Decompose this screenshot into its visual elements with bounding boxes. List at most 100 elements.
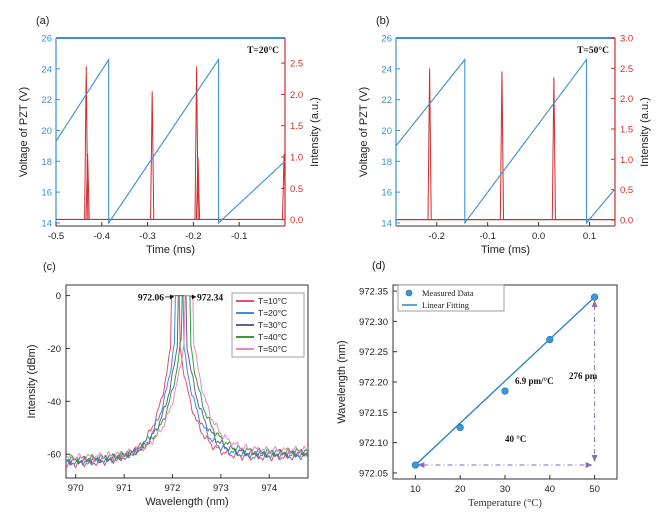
- y-right-tick-label: 2.0: [620, 94, 633, 105]
- dy-arrowhead-top: [591, 300, 598, 308]
- peak-label-left: 972.06: [138, 293, 164, 303]
- y-right-axis-title: Intensity (a.u.): [309, 97, 321, 167]
- panel-label: (b): [376, 15, 389, 27]
- y-right-axis-title: Intensity (a.u.): [639, 97, 651, 167]
- y-tick-label: 14: [41, 218, 52, 229]
- x-tick-label: 30: [500, 484, 511, 495]
- x-tick-label: 974: [261, 483, 277, 494]
- y-right-tick-label: 0.0: [620, 215, 633, 226]
- panel-d: (d) 10 20 30 40 50 972.05 972.10 972.15 972.20 972…: [336, 260, 618, 509]
- plot-area: [66, 295, 308, 469]
- y-right-tick-label: 1.0: [620, 155, 633, 166]
- legend-label: T=50°C: [258, 344, 287, 354]
- dx-arrowhead-left: [417, 462, 425, 469]
- dy-annotation: 276 pm: [569, 371, 598, 381]
- intensity-peak: [281, 153, 285, 220]
- data-point: [590, 293, 599, 301]
- y-right-tick-label: 0.0: [290, 215, 303, 226]
- y-tick-label: 972.20: [359, 378, 388, 389]
- y-tick-label: 16: [381, 188, 392, 199]
- x-axis-title: Temperature (°C): [468, 498, 542, 509]
- y-right-tick-label: 1.5: [290, 121, 303, 132]
- panel-b: (b) -0.2 -0.1 0.0 0.1 14 16 18 20 22 24 26 0.0 0.5 1.0…: [358, 15, 651, 256]
- x-tick-label: -0.1: [231, 231, 247, 242]
- intensity-peak: [427, 68, 432, 220]
- dx-annotation: 40 °C: [505, 434, 526, 444]
- y-right-tick-label: 0.5: [290, 184, 303, 195]
- legend-marker: [405, 289, 413, 297]
- x-tick-label: 0.1: [583, 231, 596, 242]
- y-tick-label: 20: [41, 126, 52, 137]
- data-point: [546, 335, 554, 344]
- x-tick-label: -0.5: [48, 231, 64, 242]
- panel-label: (a): [36, 15, 49, 27]
- y-tick-label: 18: [381, 157, 392, 168]
- temperature-annotation: T=50°C: [577, 45, 609, 56]
- y-axis-title: Voltage of PZT (V): [18, 87, 30, 177]
- y-tick-label: -20: [47, 344, 61, 355]
- y-tick-label: -60: [47, 450, 61, 461]
- y-tick-label: 16: [41, 188, 52, 199]
- y-right-tick-label: 2.0: [290, 90, 303, 101]
- y-tick-label: 972.35: [359, 287, 388, 298]
- x-tick-label: 50: [589, 484, 600, 495]
- y-tick-label: 24: [41, 64, 52, 75]
- legend-box: [397, 284, 505, 312]
- legend-label: T=30°C: [258, 320, 287, 330]
- x-axis-title: Time (ms): [146, 244, 195, 256]
- x-tick-label: -0.3: [139, 231, 155, 242]
- panel-label: (d): [372, 260, 385, 272]
- data-point: [411, 461, 420, 469]
- y-tick-label: 24: [381, 64, 392, 75]
- plot-frame: [65, 284, 309, 479]
- legend-label: T=20°C: [258, 308, 287, 318]
- y-tick-label: 26: [41, 34, 52, 45]
- y-axis-title: Voltage of PZT (V): [358, 87, 370, 177]
- x-tick-label: 971: [116, 483, 132, 494]
- x-tick-label: 972: [165, 483, 181, 494]
- x-tick-label: 40: [545, 484, 556, 495]
- dx-arrowhead-right: [585, 462, 593, 469]
- y-tick-label: 0: [56, 291, 61, 302]
- y-tick-label: -40: [47, 397, 61, 408]
- y-right-tick-label: 2.5: [290, 59, 303, 70]
- x-tick-label: -0.2: [185, 231, 201, 242]
- dy-arrowhead-bottom: [591, 455, 598, 463]
- panel-label: (c): [43, 261, 56, 273]
- plot-area: [396, 57, 615, 225]
- y-tick-label: 972.05: [359, 468, 388, 479]
- peak-arrowhead-right: [192, 294, 196, 300]
- y-tick-label: 14: [381, 218, 392, 229]
- y-axis-title: Intensity (dBm): [26, 345, 38, 419]
- y-tick-label: 972.10: [359, 438, 388, 449]
- x-tick-label: 0.0: [532, 231, 545, 242]
- y-tick-label: 22: [41, 95, 52, 106]
- spectrum-line: [66, 295, 308, 462]
- legend-label: Measured Data: [422, 288, 474, 298]
- x-axis-title: Wavelength (nm): [145, 496, 228, 508]
- x-axis-title: Time (ms): [481, 244, 530, 256]
- legend-label: Linear Fitting: [422, 300, 470, 310]
- legend-label: T=40°C: [258, 332, 287, 342]
- y-tick-label: 22: [381, 95, 392, 106]
- legend-label: T=10°C: [258, 296, 287, 306]
- y-tick-label: 972.30: [359, 317, 388, 328]
- intensity-peak: [551, 77, 556, 220]
- x-tick-label: 10: [410, 484, 421, 495]
- y-tick-label: 18: [41, 157, 52, 168]
- intensity-peak: [195, 157, 201, 220]
- temperature-annotation: T=20°C: [247, 45, 279, 56]
- y-right-tick-label: 1.5: [620, 124, 633, 135]
- y-right-tick-label: 0.5: [620, 185, 633, 196]
- linear-fit-line: [414, 296, 596, 466]
- y-tick-label: 972.25: [359, 347, 388, 358]
- y-right-tick-label: 3.0: [620, 34, 633, 45]
- plot-area: [56, 57, 285, 225]
- x-tick-label: -0.2: [429, 231, 445, 242]
- y-axis-title: Wavelength (nm): [336, 340, 348, 423]
- y-right-tick-label: 2.5: [620, 64, 633, 75]
- slope-annotation: 6.9 pm/°C: [515, 376, 554, 386]
- y-tick-label: 20: [381, 126, 392, 137]
- panel-a: (a) -0.5 -0.4 -0.3 -0.2 -0.1 14 16 18 20 22 24 26 0.0…: [18, 15, 321, 256]
